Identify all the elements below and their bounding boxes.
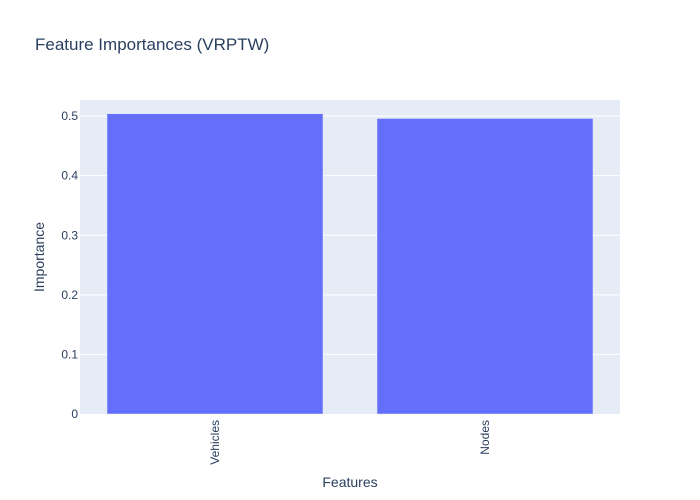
bar-vehicles	[106, 113, 324, 415]
y-tick-label: 0	[71, 407, 78, 421]
y-tick-label: 0.4	[61, 169, 78, 183]
y-axis-title: Importance	[31, 222, 47, 292]
y-tick-label: 0.1	[61, 347, 78, 361]
x-tick-label: Nodes	[478, 420, 492, 455]
y-tick-label: 0.5	[61, 109, 78, 123]
chart-title: Feature Importances (VRPTW)	[35, 35, 269, 54]
y-axis-ticks: 0 0.1 0.2 0.3 0.4 0.5	[61, 109, 78, 421]
x-axis-title: Features	[322, 474, 377, 490]
y-tick-label: 0.2	[61, 288, 78, 302]
y-tick-label: 0.3	[61, 228, 78, 242]
x-tick-label: Vehicles	[208, 420, 222, 465]
x-axis-ticks: Vehicles Nodes	[208, 420, 492, 465]
bar-nodes	[376, 118, 594, 415]
bars	[106, 113, 594, 415]
